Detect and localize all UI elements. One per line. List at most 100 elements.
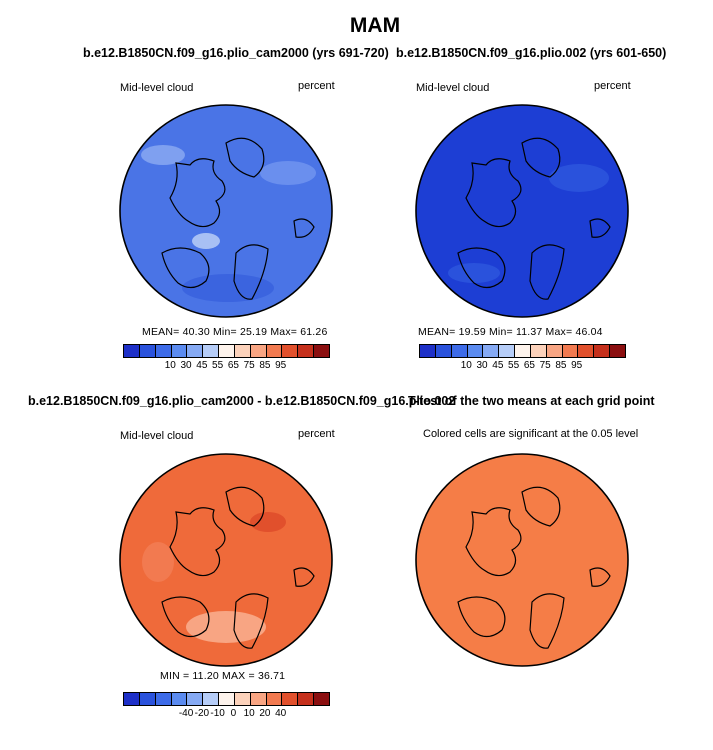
panel1-coastlines	[161, 137, 315, 300]
colorbar-tick-label: 85	[555, 360, 567, 371]
panel3-coastlines	[161, 486, 315, 649]
panel3-title: b.e12.B1850CN.f09_g16.plio_cam2000 - b.e…	[28, 394, 456, 408]
panel2-cloud-patch	[549, 164, 609, 192]
colorbar-swatch	[203, 345, 220, 357]
colorbar-swatch	[420, 345, 436, 357]
colorbar-swatch	[203, 693, 220, 705]
colorbar-tick-label: 30	[476, 360, 488, 371]
colorbar-swatch	[530, 345, 547, 357]
panel1-colorbar	[123, 344, 330, 358]
panel1-cloud-patch	[192, 233, 220, 249]
colorbar-swatch	[515, 345, 531, 357]
panel2-map-border	[415, 104, 629, 318]
panel2-units-label: percent	[594, 80, 631, 92]
colorbar-swatch	[155, 693, 172, 705]
colorbar-swatch	[219, 693, 235, 705]
colorbar-swatch	[187, 345, 204, 357]
colorbar-tick-label: 65	[227, 360, 239, 371]
colorbar-tick-label: 55	[508, 360, 520, 371]
colorbar-tick-label: 45	[196, 360, 208, 371]
colorbar-swatch	[298, 345, 315, 357]
panel4-map-border	[415, 453, 629, 667]
panel2-polar-map	[415, 104, 629, 318]
panel3-colorbar-ticks: -40 -20 -10 0 10 20 40	[123, 708, 328, 722]
panel3-polar-map	[119, 453, 333, 667]
colorbar-swatch	[219, 345, 235, 357]
panel1-title: b.e12.B1850CN.f09_g16.plio_cam2000 (yrs …	[83, 46, 389, 60]
colorbar-swatch	[282, 693, 299, 705]
colorbar-swatch	[266, 345, 283, 357]
colorbar-swatch	[314, 345, 329, 357]
colorbar-swatch	[139, 693, 156, 705]
colorbar-swatch	[499, 345, 516, 357]
colorbar-tick-label: -40	[178, 708, 194, 719]
panel1-cloud-patch	[141, 145, 185, 165]
panel2-field	[416, 105, 628, 317]
colorbar-tick-label: 10	[460, 360, 472, 371]
panel4-coastlines	[457, 486, 611, 649]
panel2-stats: MEAN= 19.59 Min= 11.37 Max= 46.04	[418, 326, 603, 338]
colorbar-tick-label: 85	[259, 360, 271, 371]
colorbar-swatch	[435, 345, 452, 357]
colorbar-swatch	[171, 693, 188, 705]
panel2-cloud-patch	[448, 263, 500, 283]
panel1-colorbar-ticks: 10 30 45 55 65 75 85 95	[123, 360, 328, 374]
panel1-stats: MEAN= 40.30 Min= 25.19 Max= 61.26	[142, 326, 328, 338]
colorbar-swatch	[298, 693, 315, 705]
panel4-field	[416, 454, 628, 666]
colorbar-swatch	[451, 345, 468, 357]
colorbar-swatch	[314, 693, 329, 705]
panel2-coastlines	[457, 137, 611, 300]
panel3-field	[120, 454, 332, 666]
panel4-title: T-test of the two means at each grid poi…	[408, 394, 655, 408]
colorbar-swatch	[483, 345, 500, 357]
colorbar-swatch	[562, 345, 579, 357]
colorbar-swatch	[282, 345, 299, 357]
panel3-diff-patch	[186, 611, 266, 643]
panel1-cloud-patch	[182, 274, 274, 302]
colorbar-tick-label: 95	[571, 360, 583, 371]
panel3-units-label: percent	[298, 428, 335, 440]
colorbar-swatch	[124, 345, 140, 357]
colorbar-swatch	[546, 345, 563, 357]
colorbar-swatch	[124, 693, 140, 705]
colorbar-swatch	[594, 345, 611, 357]
panel4-polar-map	[415, 453, 629, 667]
panel1-cloud-patch	[260, 161, 316, 185]
colorbar-swatch	[187, 693, 204, 705]
colorbar-tick-label: 65	[523, 360, 535, 371]
panel3-variable-label: Mid-level cloud	[120, 430, 194, 442]
season-title: MAM	[349, 14, 401, 37]
colorbar-swatch	[250, 693, 267, 705]
colorbar-tick-label: 75	[539, 360, 551, 371]
colorbar-swatch	[578, 345, 595, 357]
panel3-stats: MIN = 11.20 MAX = 36.71	[160, 670, 286, 682]
panel1-units-label: percent	[298, 80, 335, 92]
panel3-map-border	[119, 453, 333, 667]
colorbar-swatch	[467, 345, 484, 357]
colorbar-swatch	[266, 693, 283, 705]
colorbar-swatch	[250, 345, 267, 357]
colorbar-swatch	[139, 345, 156, 357]
colorbar-tick-label: -10	[210, 708, 225, 719]
colorbar-tick-label: 30	[180, 360, 192, 371]
panel3-diff-patch	[250, 512, 286, 532]
colorbar-tick-label: 40	[275, 708, 287, 719]
colorbar-tick-label: 55	[212, 360, 224, 371]
colorbar-tick-label: 95	[275, 360, 287, 371]
colorbar-swatch	[155, 345, 172, 357]
colorbar-tick-label: -20	[194, 708, 210, 719]
colorbar-swatch	[610, 345, 625, 357]
colorbar-swatch	[234, 693, 251, 705]
panel2-colorbar-ticks: 10 30 45 55 65 75 85 95	[419, 360, 624, 374]
panel3-diff-patch	[142, 542, 174, 582]
panel2-variable-label: Mid-level cloud	[416, 82, 490, 94]
colorbar-tick-label: 45	[492, 360, 504, 371]
panel2-title: b.e12.B1850CN.f09_g16.plio.002 (yrs 601-…	[396, 46, 667, 60]
colorbar-swatch	[171, 345, 188, 357]
colorbar-tick-label: 10	[164, 360, 176, 371]
panel1-polar-map	[119, 104, 333, 318]
panel1-map-border	[119, 104, 333, 318]
colorbar-tick-label: 10	[243, 708, 255, 719]
panel3-colorbar	[123, 692, 330, 706]
